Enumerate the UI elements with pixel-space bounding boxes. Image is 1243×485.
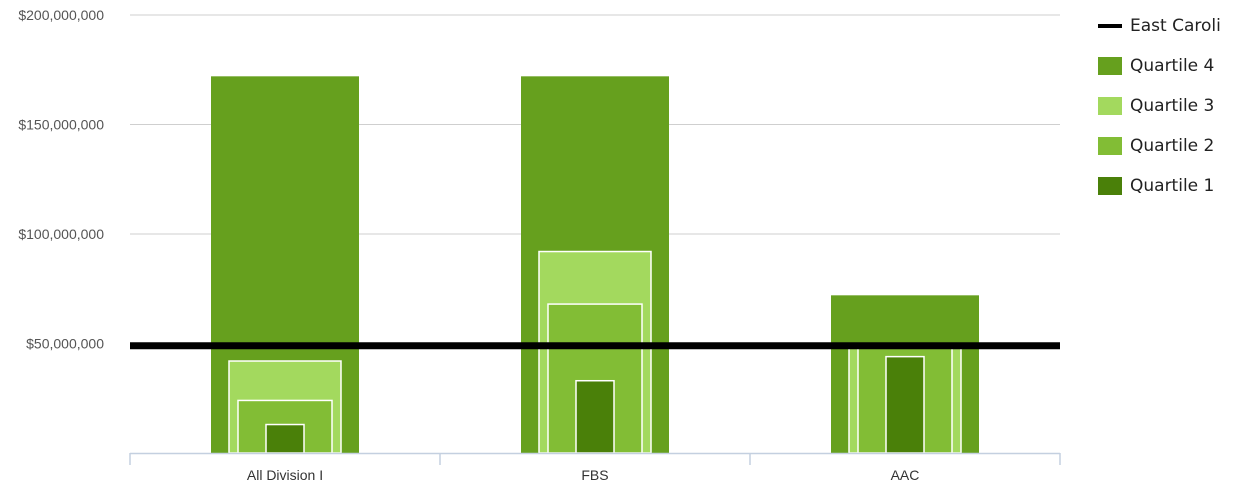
bar-quartile-1-1[interactable] xyxy=(575,379,615,454)
legend-label: East Caroli xyxy=(1130,16,1221,36)
chart: $200,000,000 $150,000,000 $100,000,000 $50,… xyxy=(18,7,1061,483)
bar-quartile-1-0[interactable] xyxy=(265,423,305,454)
x-tick-label: All Division I xyxy=(247,467,323,483)
legend-item-east-carolina[interactable]: East Caroli xyxy=(1098,6,1243,46)
legend: East Caroli Quartile 4 Quartile 3 Quarti… xyxy=(1098,6,1243,206)
y-tick-label: $50,000,000 xyxy=(26,336,104,352)
legend-item-quartile-3[interactable]: Quartile 3 xyxy=(1098,86,1243,126)
legend-label: Quartile 4 xyxy=(1130,56,1215,76)
x-axis: All Division I FBS AAC xyxy=(129,452,1061,483)
legend-label: Quartile 1 xyxy=(1130,176,1215,196)
bars xyxy=(211,76,979,454)
x-tick-label: FBS xyxy=(581,467,608,483)
legend-swatch-icon xyxy=(1098,97,1122,115)
y-axis: $200,000,000 $150,000,000 $100,000,000 $50,… xyxy=(18,7,104,352)
legend-swatch-icon xyxy=(1098,137,1122,155)
y-tick-label: $150,000,000 xyxy=(18,117,104,133)
legend-swatch-icon xyxy=(1098,57,1122,75)
legend-swatch-icon xyxy=(1098,177,1122,195)
legend-item-quartile-4[interactable]: Quartile 4 xyxy=(1098,46,1243,86)
legend-item-quartile-1[interactable]: Quartile 1 xyxy=(1098,166,1243,206)
bar-quartile-1-2[interactable] xyxy=(885,355,925,454)
legend-item-quartile-2[interactable]: Quartile 2 xyxy=(1098,126,1243,166)
y-tick-label: $200,000,000 xyxy=(18,7,104,23)
y-tick-label: $100,000,000 xyxy=(18,226,104,242)
legend-label: Quartile 3 xyxy=(1130,96,1215,116)
x-tick-label: AAC xyxy=(891,467,920,483)
legend-line-icon xyxy=(1098,24,1122,28)
legend-label: Quartile 2 xyxy=(1130,136,1215,156)
